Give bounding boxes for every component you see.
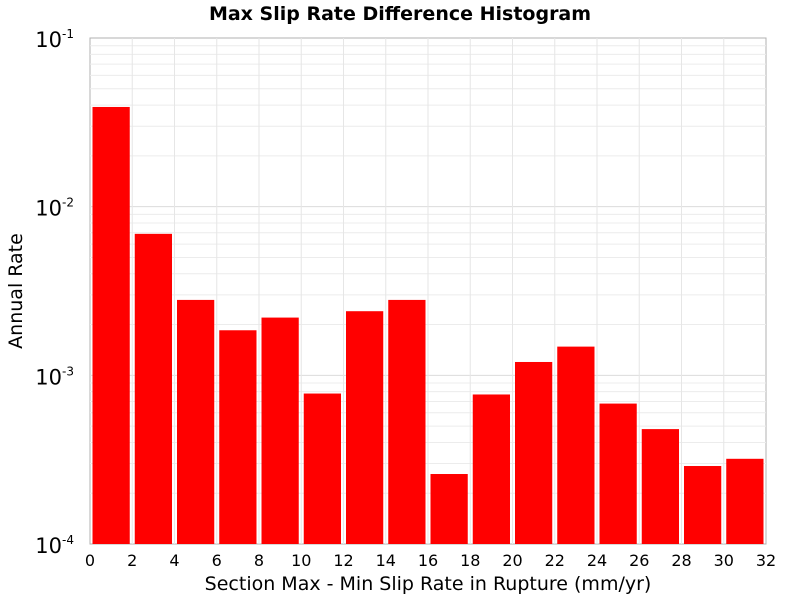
x-axis-ticks: 0 2 4 6 8 10 12 14 16 18 20 22 24 26 28 30 32 (85, 551, 776, 570)
x-tick-label: 18 (460, 551, 480, 570)
histogram-bar (177, 299, 215, 544)
y-tick-label: 10-4 (35, 533, 74, 558)
x-tick-label: 4 (169, 551, 179, 570)
x-tick-label: 16 (418, 551, 438, 570)
histogram-bar (388, 299, 426, 544)
x-tick-label: 32 (756, 551, 776, 570)
y-tick-label: 10-1 (35, 27, 74, 52)
histogram-bar (261, 317, 299, 544)
y-axis-ticks: 10-1 10-2 10-3 10-4 (35, 27, 74, 558)
histogram-bar (92, 106, 130, 545)
y-axis-label: Annual Rate (5, 233, 27, 349)
x-tick-label: 14 (376, 551, 396, 570)
x-axis-label: Section Max - Min Slip Rate in Rupture (… (205, 573, 652, 595)
y-tick-label: 10-2 (35, 196, 74, 221)
histogram-bar (134, 233, 172, 544)
histogram-bar (346, 311, 384, 544)
histogram-bar (641, 429, 679, 544)
histogram-bar (219, 330, 257, 544)
x-tick-label: 10 (291, 551, 311, 570)
chart-title: Max Slip Rate Difference Histogram (209, 3, 591, 25)
histogram-bar (726, 458, 764, 544)
x-tick-label: 20 (502, 551, 522, 570)
y-tick-label: 10-3 (35, 364, 74, 389)
x-tick-label: 22 (545, 551, 565, 570)
x-tick-label: 12 (333, 551, 353, 570)
x-tick-label: 28 (671, 551, 691, 570)
histogram-bar (430, 474, 468, 544)
x-tick-label: 0 (85, 551, 95, 570)
histogram-bar (303, 393, 341, 544)
x-tick-label: 2 (127, 551, 137, 570)
x-tick-label: 6 (212, 551, 222, 570)
histogram-bar (599, 403, 637, 544)
x-tick-label: 24 (587, 551, 607, 570)
x-tick-label: 8 (254, 551, 264, 570)
x-tick-label: 26 (629, 551, 649, 570)
x-tick-label: 30 (714, 551, 734, 570)
histogram-bar (472, 394, 510, 544)
histogram-bar (557, 346, 595, 544)
histogram-bar (515, 361, 553, 544)
bars (92, 106, 764, 545)
histogram-bar (684, 466, 722, 544)
